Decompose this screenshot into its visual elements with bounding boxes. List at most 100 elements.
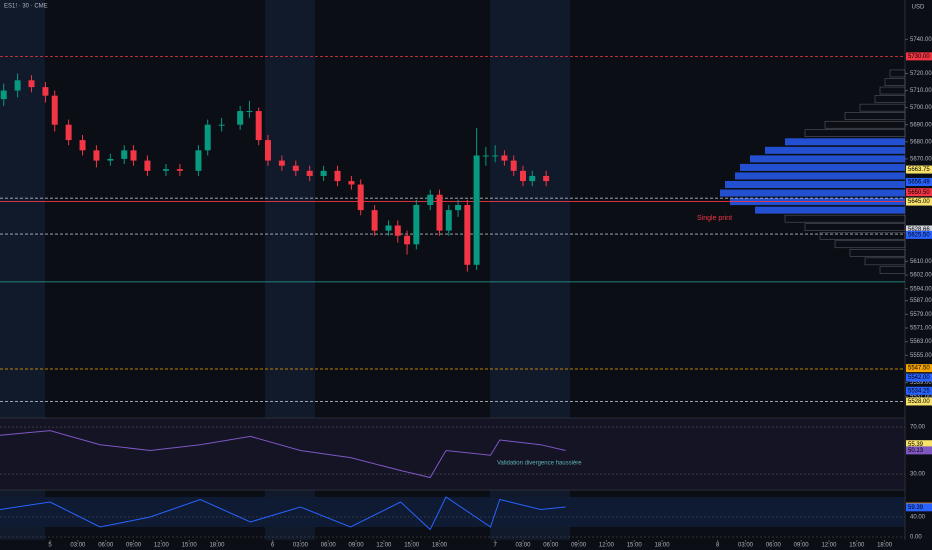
y-tick-label: 5710.00 (910, 88, 932, 94)
price-badge (906, 373, 932, 382)
profile-bar (784, 214, 906, 223)
price-badge (906, 386, 932, 395)
x-tick-label: 18:00 (655, 543, 671, 549)
profile-bar (750, 155, 905, 163)
y-tick-label: 5563.00 (910, 339, 932, 345)
candle-body (529, 175, 536, 182)
x-tick-label: 09:00 (571, 543, 587, 549)
y-tick-label: 5670.00 (910, 156, 932, 162)
candle-body (445, 210, 452, 231)
profile-bar (740, 163, 905, 171)
symbol-header: ES1! · 30 · CME (4, 4, 48, 10)
y-tick-label: 5579.00 (910, 312, 932, 318)
candle-body (28, 80, 35, 88)
stoch-line (0, 496, 566, 531)
x-tick-label: 15:00 (627, 543, 643, 549)
price-badge (906, 52, 932, 61)
profile-bar (725, 181, 905, 188)
candle-body (218, 124, 225, 126)
price-badge (906, 446, 932, 455)
price-badge-label: 5656.49 (908, 180, 930, 186)
x-tick-label: 8 (716, 543, 720, 549)
price-badge (906, 397, 932, 406)
candle-body (404, 235, 411, 245)
price-badge-label: 5625.50 (908, 232, 930, 238)
candle-body (162, 169, 169, 171)
candle-body (427, 194, 434, 205)
price-badge-label: 5650.50 (908, 190, 930, 196)
candle-body (121, 150, 128, 159)
x-tick-label: 09:00 (126, 543, 142, 549)
x-tick-label: 03:00 (70, 543, 86, 549)
candle-body (394, 225, 401, 236)
y-tick-label: 30.00 (910, 472, 926, 478)
price-badge (906, 177, 932, 186)
annotation: Validation divergence haussière (497, 461, 582, 467)
profile-bar (874, 95, 906, 103)
profile-bar (879, 86, 906, 95)
x-tick-label: 18:00 (432, 543, 448, 549)
y-tick-label: 5700.00 (910, 105, 932, 111)
profile-bar (785, 138, 905, 146)
profile-bar (834, 240, 906, 249)
candle-body (510, 160, 517, 171)
y-tick-label: 0.00 (910, 535, 922, 541)
price-badge-label: 5534.25 (908, 388, 930, 394)
y-tick-label: 5602.00 (910, 273, 932, 279)
price-badge-label: 5663.75 (908, 167, 930, 173)
x-tick-label: 06:00 (98, 543, 114, 549)
price-badge (906, 440, 932, 449)
profile-bar (884, 78, 906, 86)
candle-body (51, 95, 58, 125)
y-tick-label: 5720.00 (910, 71, 932, 77)
x-tick-label: 03:00 (293, 543, 309, 549)
price-badge (906, 364, 932, 373)
y-tick-label: 5531.00 (910, 394, 932, 400)
y-tick-label: 5555.00 (910, 353, 932, 359)
candle-body (0, 90, 7, 100)
price-badge-label: 59.39 (908, 505, 924, 511)
price-badge-label: 5542.00 (908, 375, 930, 381)
x-tick-label: 18:00 (877, 543, 893, 549)
candle-body (195, 150, 202, 171)
profile-bar (735, 172, 905, 180)
candle-body (130, 150, 137, 161)
candle-body (237, 111, 244, 125)
candle-body (320, 170, 327, 176)
candle-body (255, 111, 262, 141)
candle-body (473, 155, 480, 265)
y-tick-label: 5587.00 (910, 298, 932, 304)
price-badge-label: 5628.66 (908, 227, 930, 233)
candle-body (385, 225, 392, 231)
price-badge (906, 225, 932, 234)
candle-body (292, 165, 299, 171)
y-tick-label: 5690.00 (910, 122, 932, 128)
candle-body (176, 169, 183, 171)
profile-bar (819, 232, 906, 240)
stoch-pane (0, 497, 905, 527)
x-tick-label: 5 (48, 543, 52, 549)
profile-bar (879, 266, 906, 274)
x-tick-label: 7 (493, 543, 497, 549)
candle-body (436, 194, 443, 231)
rsi-line (0, 430, 566, 479)
candle-body (42, 87, 49, 96)
candle-body (371, 210, 378, 231)
profile-bar (720, 189, 905, 197)
profile-bar (844, 112, 906, 120)
price-badge (906, 165, 932, 174)
candle-body (492, 155, 499, 157)
price-badge-label: 5528.00 (908, 399, 930, 405)
y-tick-label: 5594.00 (910, 286, 932, 292)
x-tick-label: 03:00 (515, 543, 531, 549)
y-tick-label: 5680.00 (910, 139, 932, 145)
x-tick-label: 03:00 (738, 543, 754, 549)
y-tick-label: 5571.00 (910, 326, 932, 332)
profile-bar (824, 120, 906, 129)
profile-bar (889, 69, 906, 78)
candle-body (264, 140, 271, 161)
candle-body (543, 175, 550, 182)
rsi-pane (0, 418, 905, 490)
profile-bar (804, 129, 906, 137)
